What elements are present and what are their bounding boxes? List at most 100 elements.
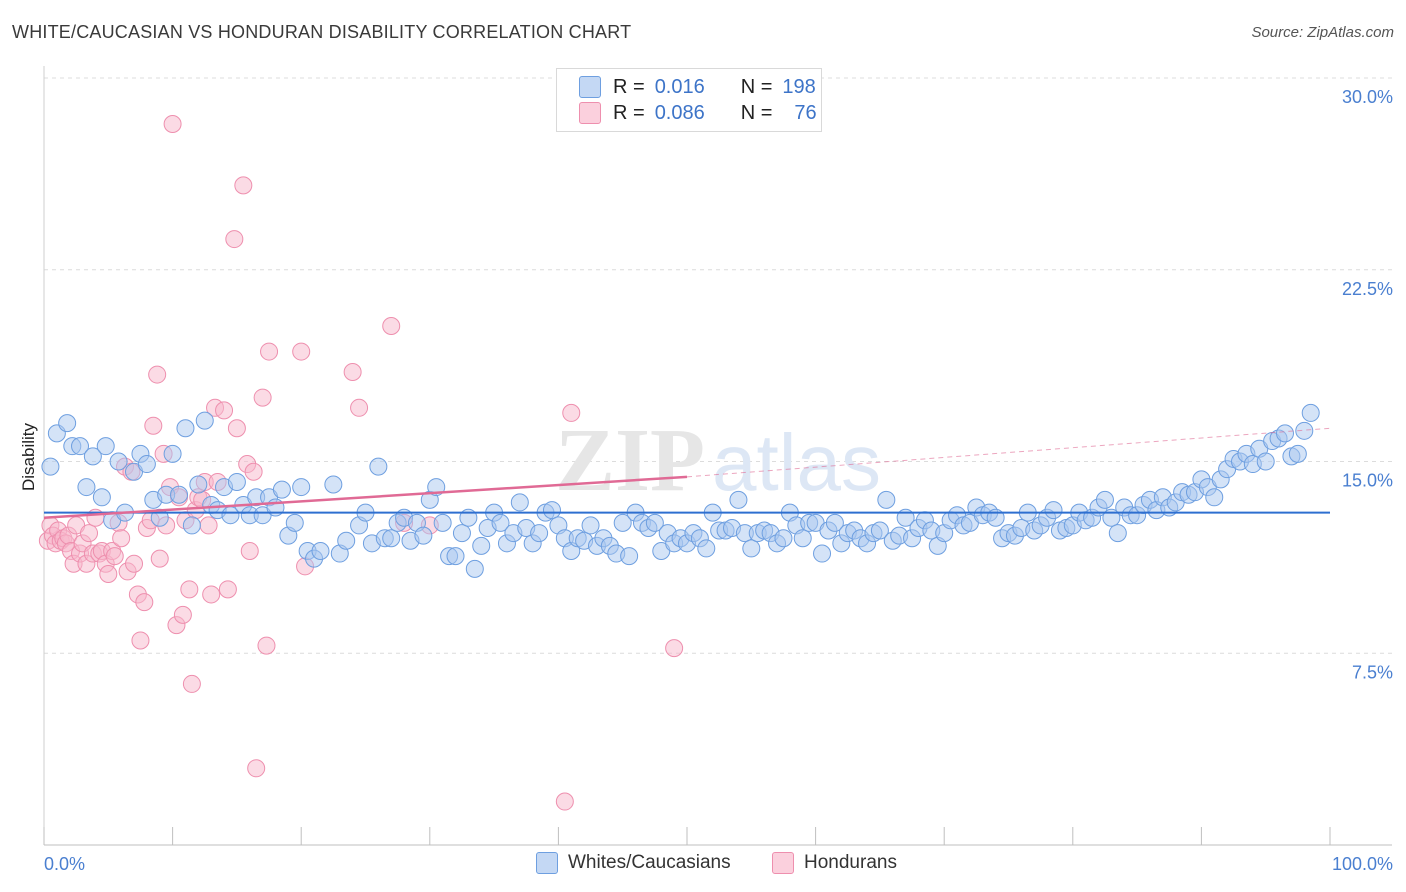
honduran-point xyxy=(240,541,259,560)
honduran-point xyxy=(257,636,276,655)
honduran-point xyxy=(350,398,369,417)
white-point xyxy=(433,513,452,532)
white-point xyxy=(1044,501,1063,520)
white-point xyxy=(83,447,102,466)
white-point xyxy=(1275,424,1294,443)
chart-title: WHITE/CAUCASIAN VS HONDURAN DISABILITY C… xyxy=(12,22,632,42)
white-point xyxy=(697,539,716,558)
honduran-point xyxy=(202,585,221,604)
legend-r-value: 0.016 xyxy=(654,75,705,98)
white-point xyxy=(542,501,561,520)
white-point xyxy=(1288,444,1307,463)
honduran-point xyxy=(80,524,99,543)
white-point xyxy=(446,547,465,566)
white-point xyxy=(176,419,195,438)
honduran-point xyxy=(173,605,192,624)
honduran-point xyxy=(180,580,199,599)
white-point xyxy=(109,452,128,471)
white-point xyxy=(92,488,111,507)
honduran-point xyxy=(562,403,581,422)
hondurans-trend-line xyxy=(43,475,688,519)
y-tick-label: 7.5% xyxy=(1352,662,1393,682)
legend-n-label: N = xyxy=(740,101,773,124)
white-point xyxy=(227,472,246,491)
white-point xyxy=(510,493,529,512)
watermark: ZIP xyxy=(555,411,705,510)
white-point xyxy=(1301,403,1320,422)
honduran-point xyxy=(247,759,266,778)
white-point xyxy=(137,455,156,474)
white-point xyxy=(452,524,471,543)
legend-r-label: R = xyxy=(613,101,645,124)
source-label: Source: ZipAtlas.com xyxy=(1251,24,1394,41)
white-point xyxy=(870,521,889,540)
white-point xyxy=(774,529,793,548)
white-point xyxy=(382,529,401,548)
honduran-point xyxy=(555,792,574,811)
white-point xyxy=(96,437,115,456)
white-point xyxy=(1256,452,1275,471)
white-point xyxy=(465,559,484,578)
honduran-point xyxy=(150,549,169,568)
honduran-point xyxy=(112,529,131,548)
bottom-legend-label: Whites/Caucasians xyxy=(568,852,731,873)
honduran-point xyxy=(234,176,253,195)
y-tick-labels: 7.5% 15.0% 22.5% 30.0% xyxy=(1342,87,1393,682)
white-point xyxy=(311,541,330,560)
legend-n-label: N = xyxy=(740,75,773,98)
white-point xyxy=(1295,421,1314,440)
white-point xyxy=(163,444,182,463)
white-point xyxy=(742,539,761,558)
white-point xyxy=(729,490,748,509)
x-tick-labels: 0.0% 100.0% xyxy=(44,854,1393,874)
honduran-point xyxy=(135,593,154,612)
legend-n-value: 198 xyxy=(782,75,816,98)
white-point xyxy=(182,516,201,535)
white-point xyxy=(58,414,77,433)
white-point xyxy=(793,529,812,548)
y-tick-label: 30.0% xyxy=(1342,87,1393,107)
legend-row-hondurans: R = 0.086 N = 76 xyxy=(579,101,817,125)
white-point xyxy=(1095,490,1114,509)
honduran-point xyxy=(163,115,182,134)
white-point xyxy=(71,437,90,456)
honduran-point xyxy=(292,342,311,361)
y-tick-label: 15.0% xyxy=(1342,471,1393,491)
white-point xyxy=(292,478,311,497)
legend-r-label: R = xyxy=(613,75,645,98)
honduran-point xyxy=(182,674,201,693)
legend: R = 0.016 N = 198 R = 0.086 N = 76 xyxy=(556,68,822,132)
white-point xyxy=(41,457,60,476)
bottom-legend-whites: Whites/Caucasians xyxy=(536,852,731,874)
legend-n-value: 76 xyxy=(794,101,817,124)
bottom-legend-swatch-pink xyxy=(772,852,794,874)
axes xyxy=(43,66,1392,846)
honduran-point xyxy=(225,230,244,249)
honduran-point xyxy=(148,365,167,384)
white-point xyxy=(877,490,896,509)
white-point xyxy=(272,480,291,499)
white-point xyxy=(170,485,189,504)
trend-lines xyxy=(43,427,1331,519)
honduran-point xyxy=(260,342,279,361)
white-point xyxy=(645,513,664,532)
white-point xyxy=(324,475,343,494)
white-point xyxy=(195,411,214,430)
honduran-point xyxy=(144,416,163,435)
white-point xyxy=(613,513,632,532)
white-point xyxy=(491,513,510,532)
honduran-point xyxy=(665,639,684,658)
bottom-legend-swatch-blue xyxy=(536,852,558,874)
y-axis-label: Disability xyxy=(19,422,38,491)
honduran-point xyxy=(199,516,218,535)
honduran-point xyxy=(382,316,401,335)
x-tick-label: 0.0% xyxy=(44,854,85,874)
honduran-point xyxy=(131,631,150,650)
honduran-point xyxy=(218,580,237,599)
legend-swatch-pink xyxy=(579,102,601,124)
honduran-point xyxy=(105,547,124,566)
white-point xyxy=(337,531,356,550)
legend-row-whites: R = 0.016 N = 198 xyxy=(579,75,816,99)
honduran-point xyxy=(343,363,362,382)
